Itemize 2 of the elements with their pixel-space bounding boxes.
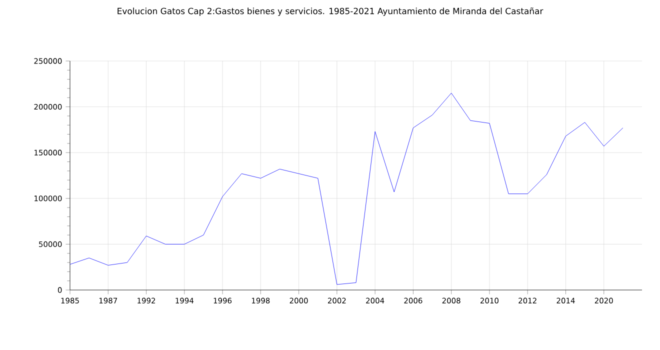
line-series	[70, 92, 624, 285]
chart-title: Evolucion Gatos Cap 2:Gastos bienes y servicios. 1985-2021 Ayuntamiento de Miranda del Castañar	[118, 8, 544, 16]
